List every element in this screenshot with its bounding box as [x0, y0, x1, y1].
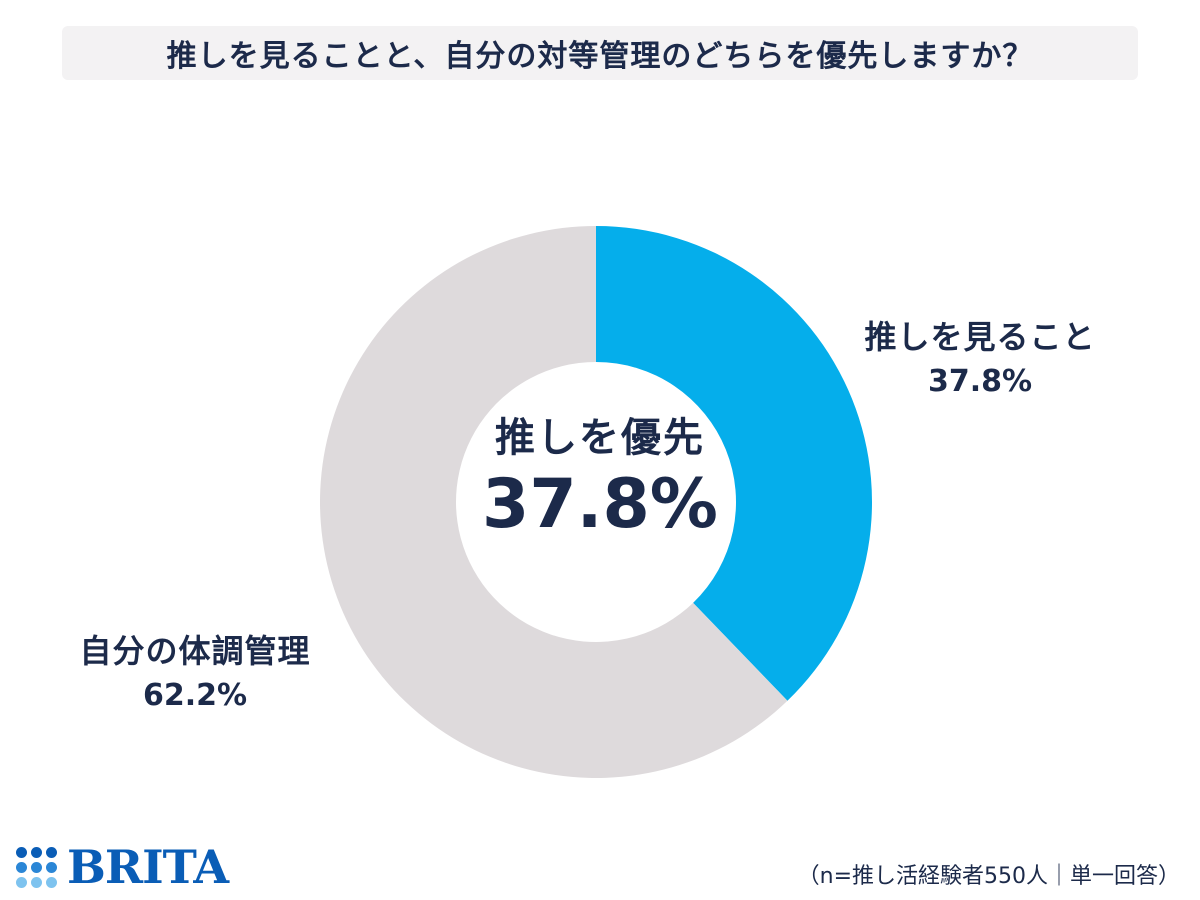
- center-value: 37.8%: [482, 465, 718, 544]
- chart-title: 推しを見ることと、自分の対等管理のどちらを優先しますか？: [166, 39, 1034, 74]
- slice-label-health-management: 自分の体調管理 62.2%: [40, 626, 350, 713]
- slice-label-value: 37.8%: [927, 364, 1033, 399]
- sample-footnote: （n=推し活経験者550人｜単一回答）: [797, 864, 1180, 889]
- center-category: 推しを優先: [495, 415, 705, 461]
- slice-label-name: 自分の体調管理: [79, 632, 311, 670]
- center-label: 推しを優先 37.8%: [460, 405, 740, 544]
- slice-label-value: 62.2%: [142, 678, 248, 713]
- slice-label-name: 推しを見ること: [864, 318, 1096, 356]
- donut-slice-watching-oshi: [596, 226, 873, 701]
- donut-slice-health-management: [320, 226, 788, 778]
- brita-logo: BRITA: [16, 840, 229, 894]
- chart-title-box: 推しを見ることと、自分の対等管理のどちらを優先しますか？: [62, 26, 1138, 80]
- slice-label-watching-oshi: 推しを見ること 37.8%: [830, 312, 1130, 399]
- logo-dots-icon: [16, 846, 57, 888]
- logo-text: BRITA: [67, 840, 229, 894]
